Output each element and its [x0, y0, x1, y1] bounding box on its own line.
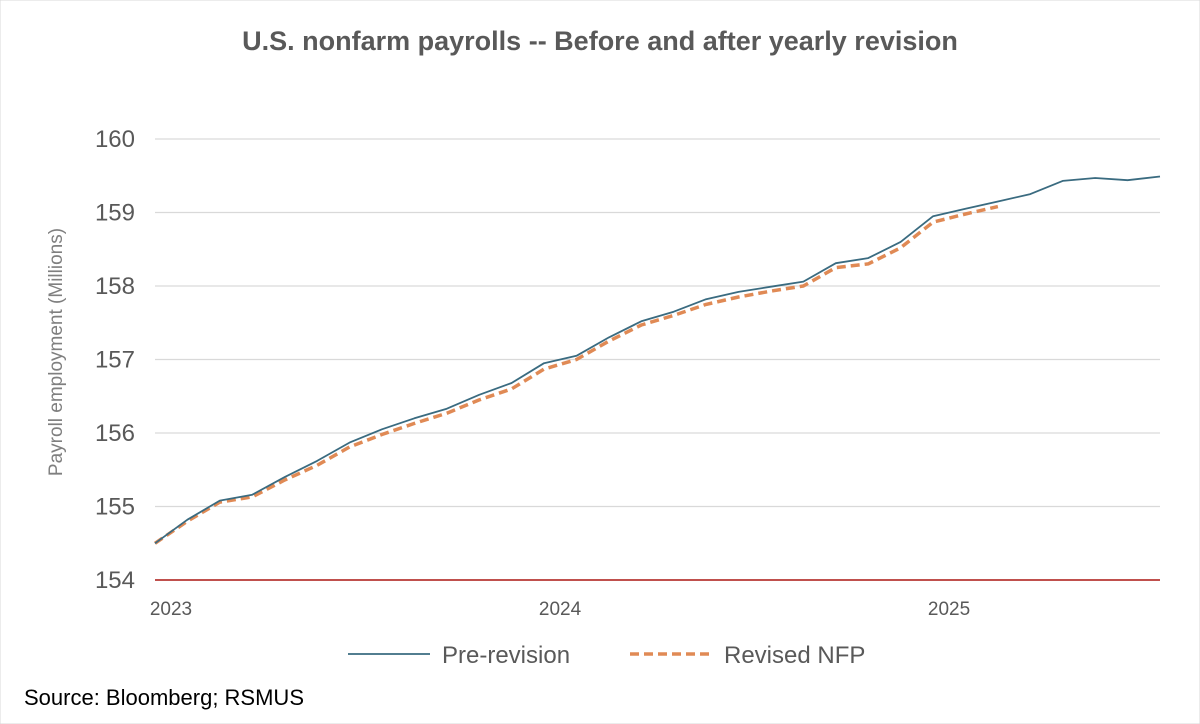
y-tick-label: 154 [95, 567, 135, 594]
y-tick-label: 157 [95, 347, 135, 374]
chart-title: U.S. nonfarm payrolls -- Before and afte… [242, 26, 958, 56]
y-tick-label: 155 [95, 494, 135, 521]
y-tick-labels: 154 155 156 157 158 159 160 [95, 126, 135, 594]
x-tick-label: 2023 [150, 599, 192, 620]
source-note: Source: Bloomberg; RSMUS [24, 685, 304, 710]
y-tick-label: 159 [95, 200, 135, 227]
series-line-revised-nfp [154, 204, 999, 545]
y-tick-label: 156 [95, 420, 135, 447]
series-lines [154, 175, 1161, 545]
x-tick-label: 2024 [539, 599, 582, 620]
series-line-pre-revision [154, 175, 1161, 545]
legend-label: Pre-revision [442, 642, 570, 669]
y-tick-label: 158 [95, 273, 135, 300]
legend: Pre-revision Revised NFP [348, 642, 865, 669]
grid-lines [155, 138, 1160, 581]
y-tick-label: 160 [95, 126, 135, 153]
y-axis-label: Payroll employment (Millions) [46, 228, 67, 476]
x-tick-label: 2025 [928, 599, 970, 620]
x-tick-labels: 2023 2024 2025 [150, 599, 970, 620]
legend-label: Revised NFP [724, 642, 865, 669]
